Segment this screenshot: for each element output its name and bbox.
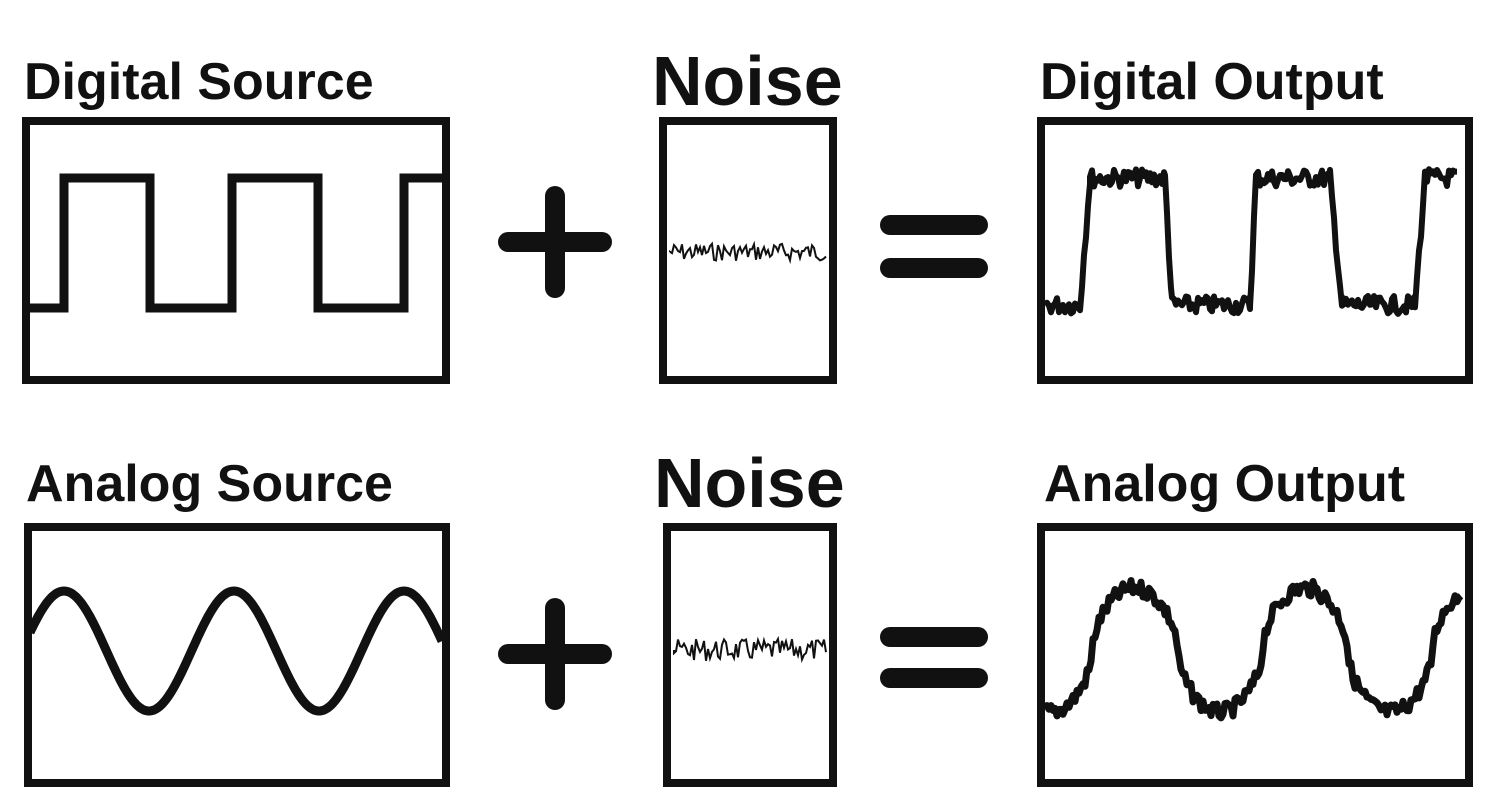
digital-source-label: Digital Source	[24, 53, 374, 111]
analog-noise-label: Noise	[654, 444, 845, 522]
digital-output-box	[1037, 117, 1473, 384]
plus-icon	[498, 598, 612, 710]
analog-noise-wave	[673, 635, 827, 664]
analog-source-label: Analog Source	[26, 455, 393, 513]
digital-noise-box	[659, 117, 837, 384]
analog-source-box	[24, 523, 450, 787]
analog-output-label: Analog Output	[1044, 455, 1406, 513]
equals-icon	[880, 215, 988, 278]
plus-icon	[498, 186, 612, 298]
equals-icon	[880, 627, 988, 688]
digital-output-label: Digital Output	[1040, 53, 1384, 111]
analog-output-wave	[1042, 577, 1464, 722]
digital-noise-wave	[669, 240, 827, 265]
analog-source-wave	[25, 586, 447, 716]
analog-output-box	[1037, 523, 1473, 787]
digital-noise-label: Noise	[652, 42, 843, 120]
digital-source-box	[22, 117, 450, 384]
analog-noise-box	[663, 523, 837, 787]
digital-source-wave	[26, 173, 446, 313]
digital-output-wave	[1043, 166, 1458, 317]
